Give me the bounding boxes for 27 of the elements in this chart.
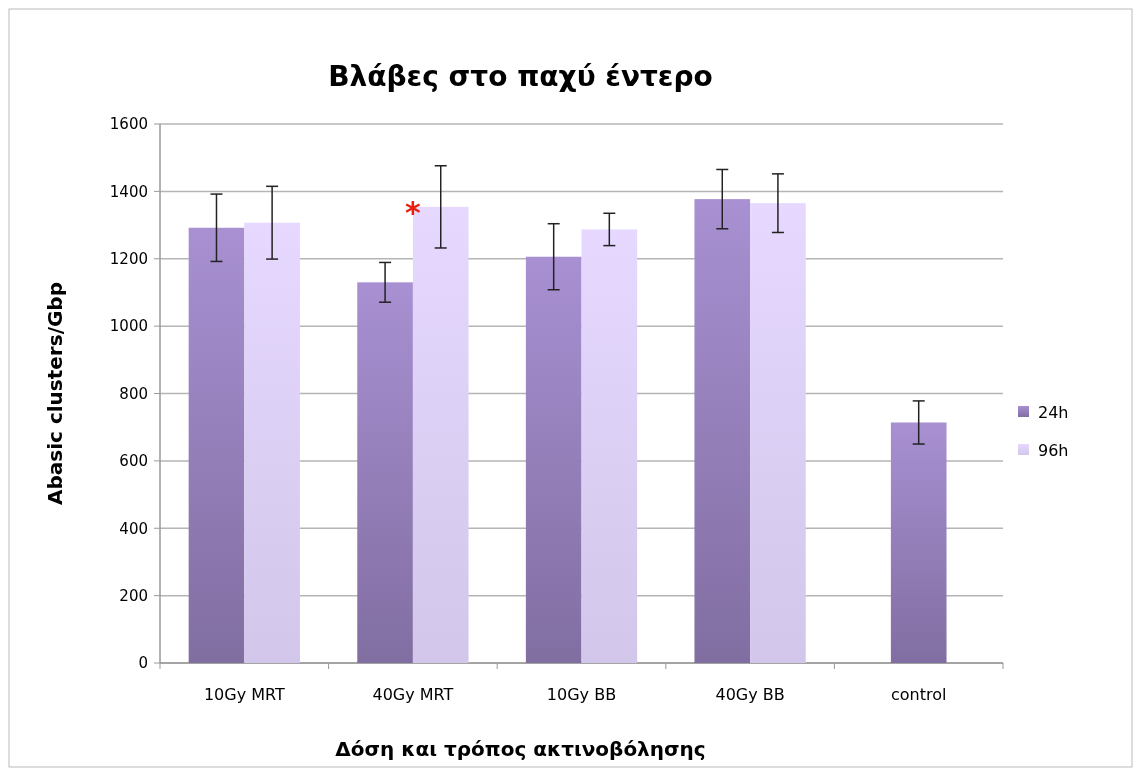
x-axis-title: Δόση και τρόπος ακτινοβόλησης bbox=[335, 737, 706, 761]
x-tick-label: control bbox=[890, 685, 947, 704]
y-tick-label: 1200 bbox=[109, 250, 148, 268]
x-tick-label: 40Gy BB bbox=[715, 685, 785, 704]
y-tick-label: 1000 bbox=[109, 317, 148, 336]
x-tick-label: 10Gy BB bbox=[546, 685, 617, 704]
bar bbox=[357, 282, 413, 663]
x-tick-label: 10Gy MRT bbox=[203, 685, 285, 704]
bar bbox=[694, 199, 751, 663]
y-tick-label: 1600 bbox=[109, 115, 148, 134]
chart-title: Βλάβες στο παχύ έντερο bbox=[328, 60, 713, 93]
legend-label: 24h bbox=[1038, 402, 1069, 422]
bar bbox=[244, 222, 300, 663]
legend-label: 96h bbox=[1038, 440, 1069, 460]
y-tick-label: 400 bbox=[119, 519, 148, 538]
bar bbox=[525, 256, 582, 663]
bar bbox=[750, 203, 806, 663]
y-tick-label: 800 bbox=[119, 384, 148, 403]
bar bbox=[188, 227, 245, 663]
y-tick-label: 200 bbox=[119, 586, 148, 605]
y-tick-label: 600 bbox=[119, 452, 148, 471]
annotation: * bbox=[405, 195, 422, 230]
y-axis-title: Abasic clusters/Gbp bbox=[43, 282, 67, 505]
y-tick-label: 0 bbox=[138, 654, 148, 673]
bar bbox=[581, 229, 638, 663]
y-tick-label: 1400 bbox=[109, 182, 148, 201]
x-tick-label: 40Gy MRT bbox=[372, 685, 454, 704]
